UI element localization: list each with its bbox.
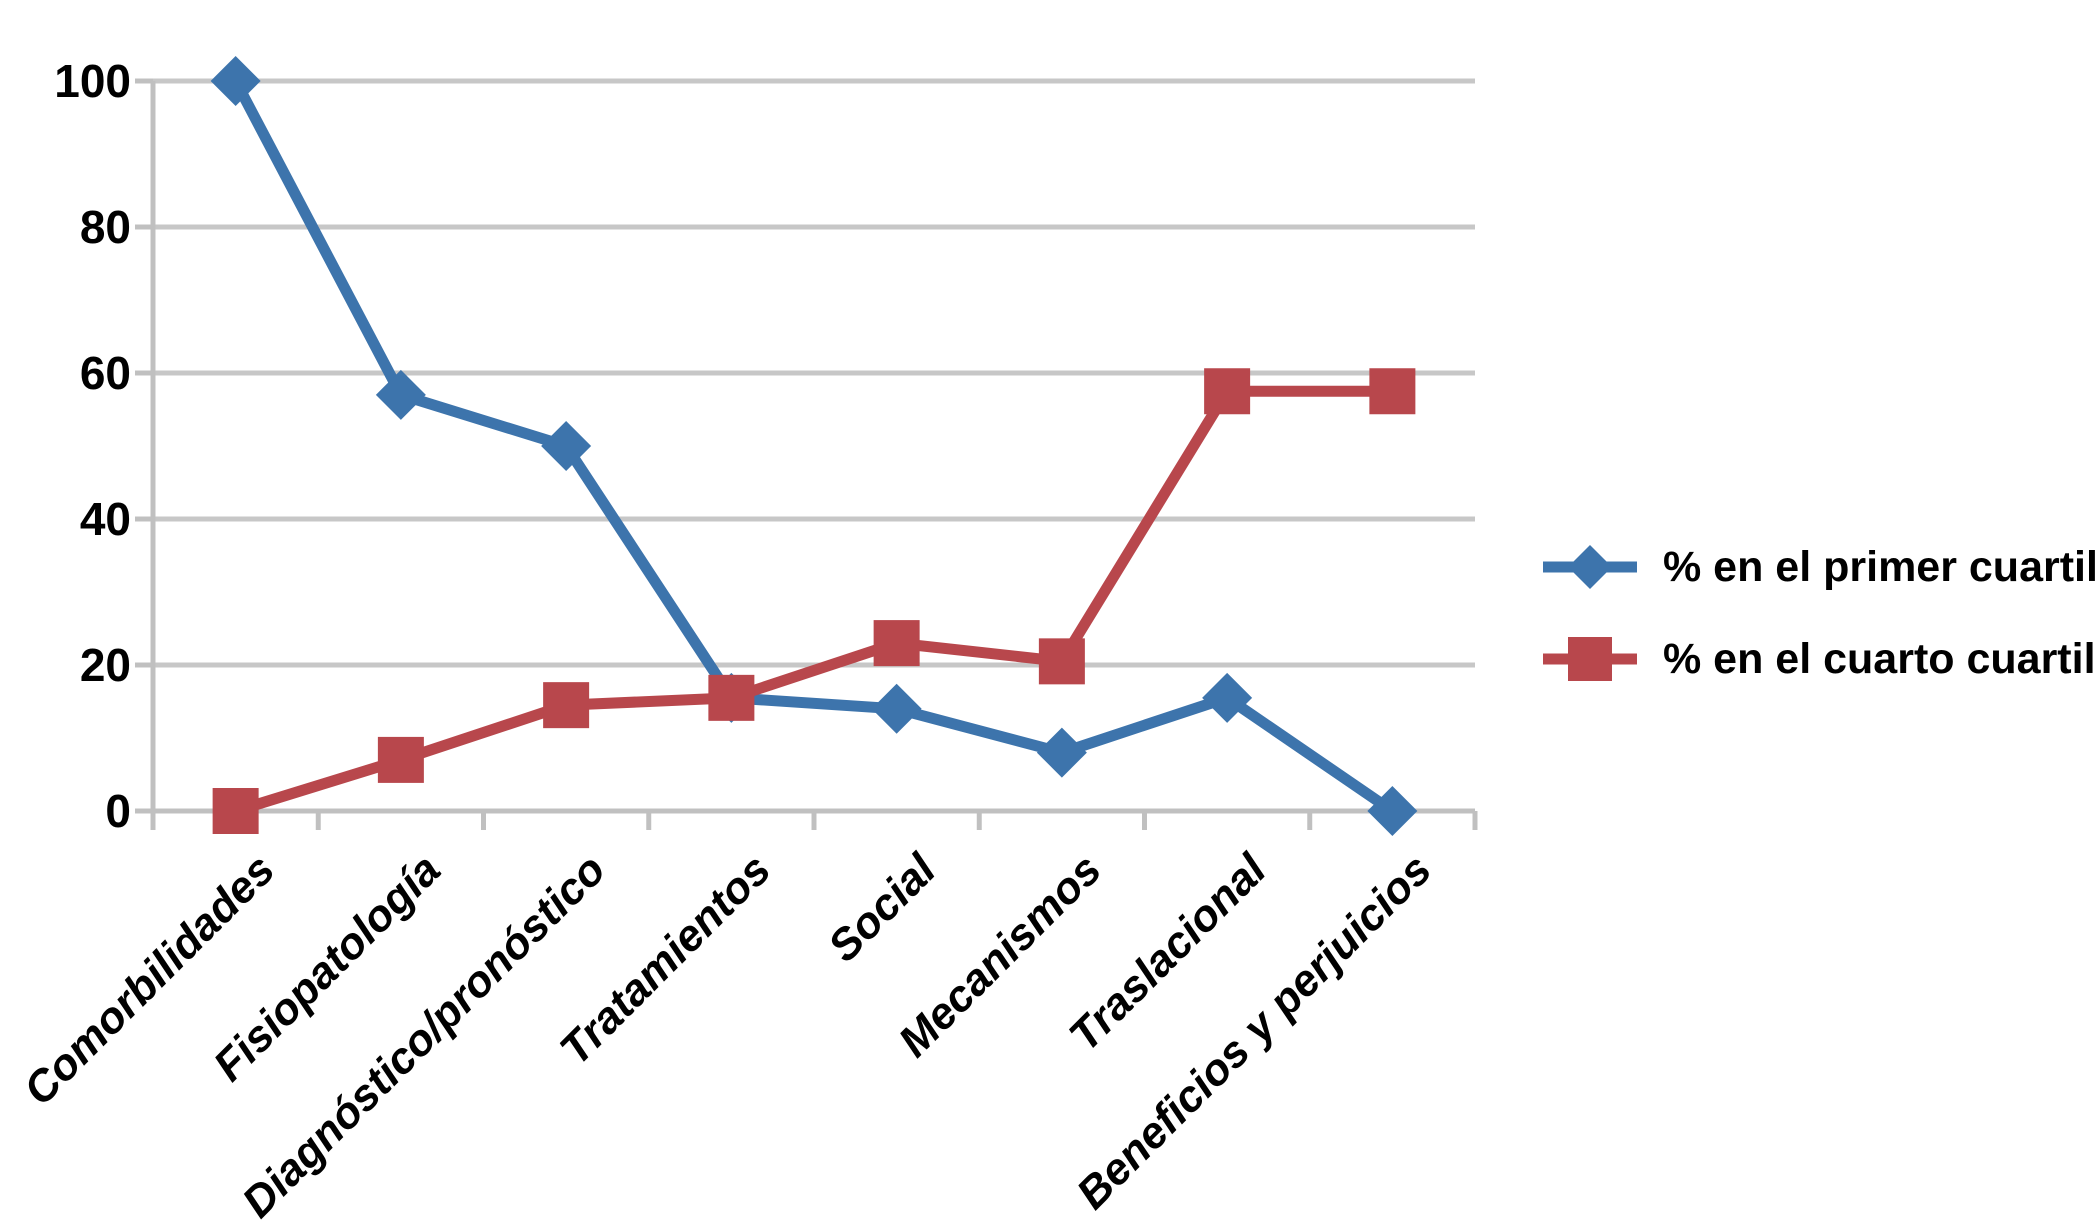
- data-point-marker: [1369, 368, 1416, 415]
- data-point-marker: [1202, 672, 1253, 723]
- series-line-primer-cuartil: [230, 75, 1398, 817]
- data-point-marker: [871, 683, 922, 734]
- data-point-marker: [377, 736, 424, 783]
- data-point-marker: [1367, 786, 1418, 836]
- data-point-marker: [1036, 727, 1087, 778]
- data-point-marker: [375, 369, 426, 420]
- y-axis-tick-label: 0: [105, 785, 131, 837]
- legend-marker-diamond-icon: [1543, 545, 1637, 589]
- data-point-marker: [708, 674, 755, 721]
- diamond-marker-icon: [1568, 545, 1612, 589]
- y-axis-tick-label: 100: [54, 55, 131, 107]
- legend-marker-square-icon: [1543, 637, 1637, 681]
- data-point-marker: [541, 421, 592, 471]
- legend-label: % en el cuarto cuartil: [1663, 634, 2095, 683]
- legend-item: % en el cuarto cuartil: [1543, 631, 2095, 687]
- data-point-marker: [1038, 638, 1085, 685]
- legend-item: % en el primer cuartil: [1543, 539, 2095, 595]
- series-line-cuarto-cuartil: [230, 385, 1398, 817]
- y-axis-tick-label: 20: [80, 639, 131, 691]
- data-point-marker: [873, 620, 920, 667]
- y-axis-tick-label: 40: [80, 493, 131, 545]
- y-axis-tick-label: 60: [80, 347, 131, 399]
- data-point-marker: [1204, 368, 1251, 415]
- y-axis-tick-label: 80: [80, 201, 131, 253]
- data-point-marker: [212, 788, 259, 834]
- legend-label: % en el primer cuartil: [1663, 542, 2095, 591]
- data-point-marker: [210, 56, 261, 106]
- square-marker-icon: [1568, 637, 1612, 681]
- data-point-marker: [543, 682, 590, 729]
